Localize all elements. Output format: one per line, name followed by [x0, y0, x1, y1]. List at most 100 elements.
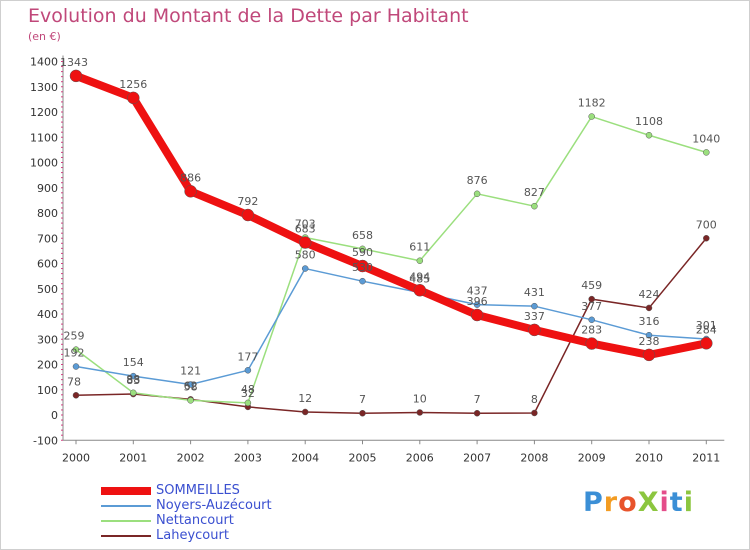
data-label: 12: [298, 392, 312, 405]
legend-swatch: [101, 520, 151, 522]
x-tick-label: 2006: [406, 451, 434, 464]
logo-letter: P: [583, 487, 604, 518]
data-label: 10: [413, 392, 427, 405]
data-label: 658: [352, 229, 373, 242]
y-tick-label: 800: [37, 207, 58, 220]
data-point: [69, 69, 83, 83]
y-tick-label: -100: [33, 434, 58, 447]
data-label: 154: [123, 356, 144, 369]
data-point: [130, 372, 137, 380]
data-point: [531, 409, 538, 417]
data-label: 485: [409, 273, 430, 286]
data-point: [700, 337, 713, 350]
legend-label: Laheycourt: [156, 528, 229, 543]
y-tick-label: 300: [37, 333, 58, 346]
data-point: [416, 257, 424, 264]
data-label: 1108: [635, 115, 663, 128]
data-label: 284: [696, 323, 717, 336]
x-tick-label: 2011: [692, 451, 720, 464]
data-point: [473, 190, 481, 198]
y-tick-label: 0: [51, 409, 58, 422]
data-point: [703, 235, 710, 242]
x-tick-label: 2003: [234, 451, 262, 464]
y-tick-label: 100: [37, 384, 58, 397]
data-label: 283: [581, 324, 602, 337]
data-point: [703, 149, 710, 156]
y-tick-label: 500: [37, 283, 58, 296]
legend-label: Noyers-Auzécourt: [156, 498, 272, 513]
data-point: [473, 409, 481, 417]
x-tick-label: 2005: [349, 451, 377, 464]
data-point: [187, 397, 194, 404]
data-label: 530: [352, 261, 373, 274]
data-point: [301, 265, 309, 272]
series-line: [75, 115, 708, 404]
data-label: 316: [639, 315, 660, 328]
y-tick-label: 1300: [30, 81, 58, 94]
data-point: [528, 323, 541, 337]
data-label: 580: [295, 249, 316, 262]
data-label: 792: [237, 195, 258, 208]
series-lines: [72, 71, 711, 414]
data-label: 121: [180, 364, 201, 377]
y-tick-label: 200: [37, 359, 58, 372]
y-tick-label: 700: [37, 232, 58, 245]
x-tick-label: 2008: [520, 451, 548, 464]
data-label: 683: [295, 223, 316, 236]
proxiti-logo: ProXiti: [583, 487, 694, 518]
data-label: 301: [696, 319, 717, 332]
data-label: 177: [237, 350, 258, 363]
x-tick-labels: 2000 2001 2002 2003 2004 2005 2006 2007 2008 2009…: [62, 451, 720, 464]
data-label: 886: [180, 171, 201, 184]
data-label: 1182: [578, 97, 606, 110]
x-tick-label: 2000: [62, 451, 90, 464]
data-point: [356, 259, 369, 273]
data-label: 590: [352, 246, 373, 259]
data-label: 8: [531, 393, 538, 406]
data-point: [298, 236, 312, 249]
data-point: [187, 381, 194, 388]
data-label: 88: [126, 373, 140, 386]
data-label: 337: [524, 310, 545, 323]
data-point: [72, 346, 80, 353]
data-point: [588, 295, 595, 303]
data-label: 437: [467, 285, 488, 298]
data-point: [585, 337, 598, 350]
data-point: [244, 399, 252, 407]
data-label: 192: [64, 347, 85, 360]
x-tick-label: 2004: [291, 451, 319, 464]
data-label: 238: [639, 335, 660, 348]
legend-swatch: [101, 535, 151, 537]
logo-letter: i: [659, 487, 670, 518]
x-tick-label: 2001: [119, 451, 147, 464]
legend-label: Nettancourt: [156, 513, 234, 528]
data-label: 611: [409, 241, 430, 254]
legend-swatch: [101, 505, 151, 507]
y-tick-label: 1400: [30, 56, 58, 69]
data-label: 459: [581, 279, 602, 292]
data-point: [588, 113, 595, 120]
data-label: 377: [581, 300, 602, 313]
data-label: 396: [467, 295, 488, 308]
data-point: [359, 409, 366, 417]
data-point: [645, 131, 653, 139]
data-label: 1343: [60, 56, 88, 69]
data-label: 1040: [692, 132, 720, 145]
legend-swatch: [101, 487, 151, 495]
data-label: 424: [639, 288, 660, 301]
data-point: [473, 301, 481, 308]
data-label: 259: [64, 330, 85, 343]
data-label: 58: [184, 380, 198, 393]
data-label: 48: [241, 383, 255, 396]
data-label: 83: [126, 374, 140, 387]
y-tick-label: 1100: [30, 131, 58, 144]
data-point: [244, 367, 252, 374]
data-label: 431: [524, 286, 545, 299]
data-label: 827: [524, 186, 545, 199]
x-tick-label: 2009: [578, 451, 606, 464]
chart-title: Evolution du Montant de la Dette par Hab…: [28, 5, 469, 27]
y-tick-label: 1000: [30, 157, 58, 170]
